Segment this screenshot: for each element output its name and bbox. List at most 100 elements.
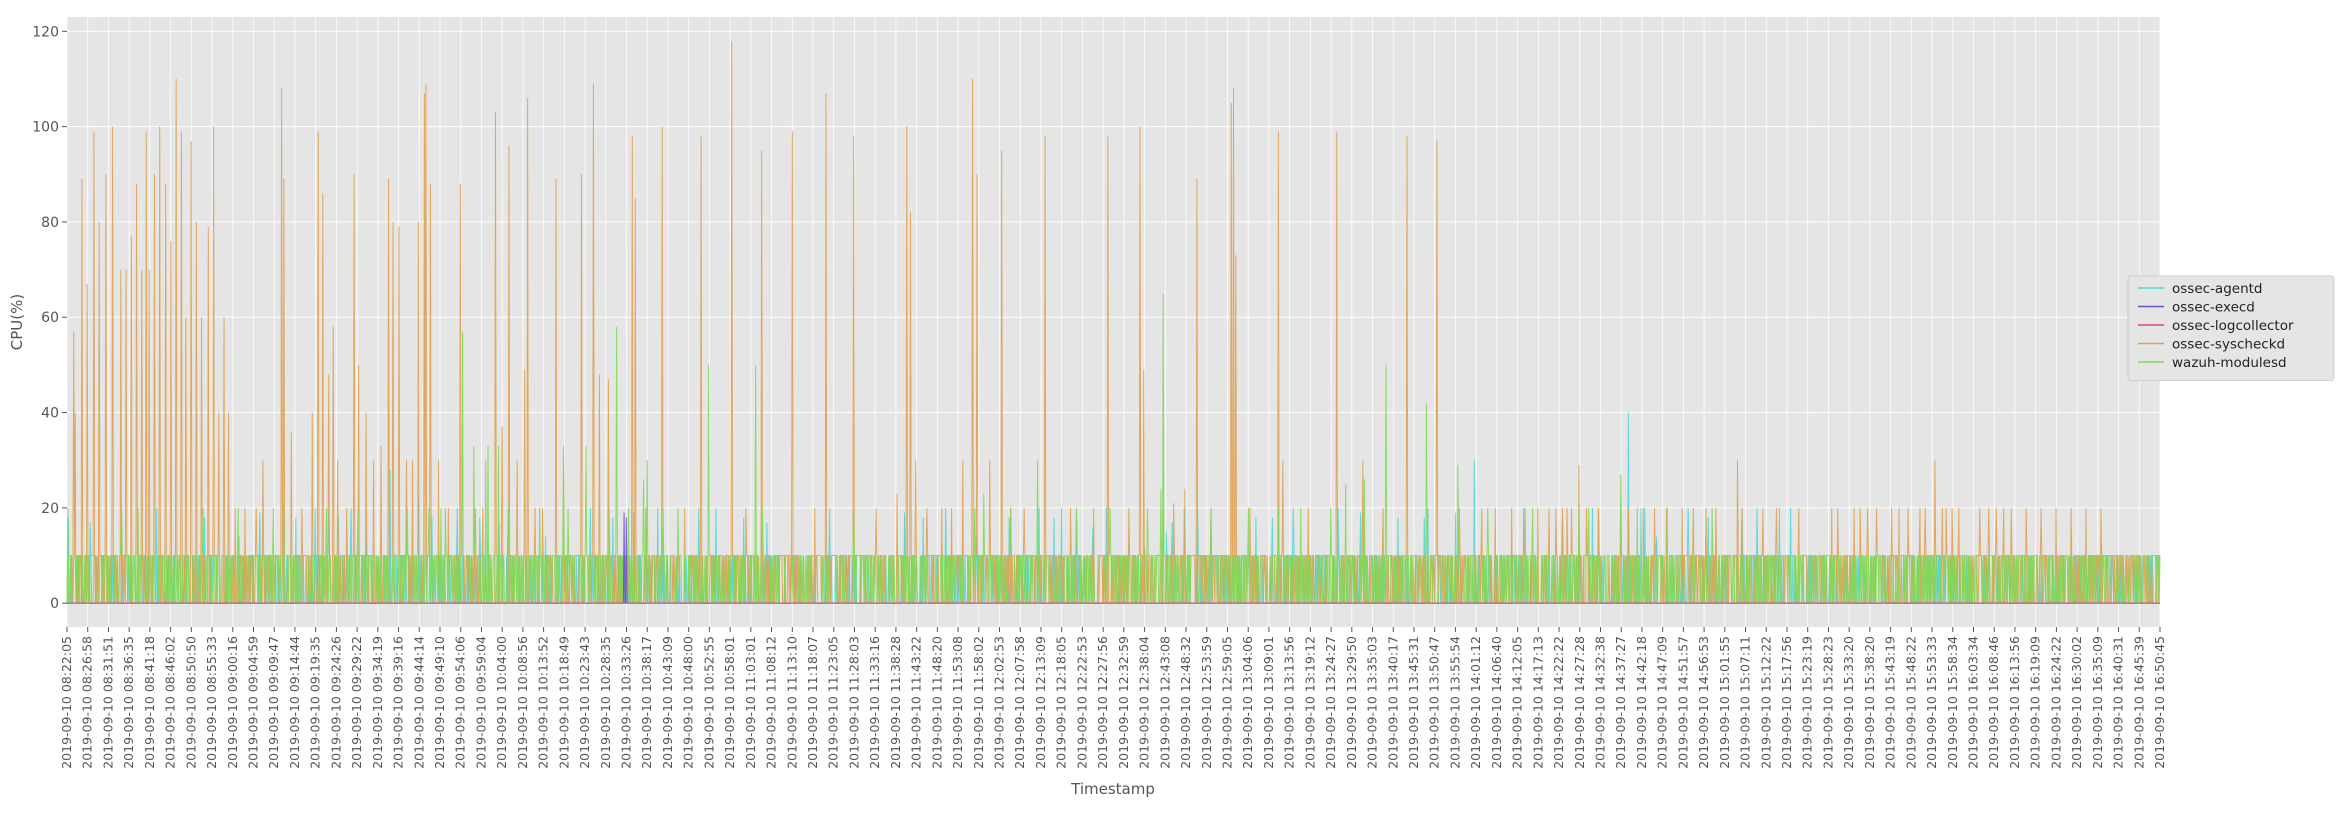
x-tick-label: 2019-09-10 16:03:34	[1965, 636, 1980, 769]
x-tick-label: 2019-09-10 10:48:00	[681, 636, 696, 769]
x-tick-label: 2019-09-10 10:04:00	[494, 636, 509, 769]
legend-label: ossec-execd	[2172, 300, 2255, 316]
x-tick-label: 2019-09-10 15:17:56	[1779, 636, 1794, 769]
x-tick-label: 2019-09-10 09:19:35	[308, 636, 323, 769]
x-tick-label: 2019-09-10 12:32:59	[1116, 636, 1131, 769]
x-tick-label: 2019-09-10 09:00:16	[225, 636, 240, 769]
legend-label: wazuh-modulesd	[2172, 355, 2287, 371]
x-tick-label: 2019-09-10 13:13:56	[1282, 636, 1297, 769]
x-tick-label: 2019-09-10 10:08:56	[515, 636, 530, 769]
x-tick-label: 2019-09-10 09:29:22	[349, 636, 364, 769]
x-tick-label: 2019-09-10 12:59:05	[1219, 636, 1234, 769]
x-axis-label: Timestamp	[1070, 780, 1155, 798]
x-tick-label: 2019-09-10 10:52:55	[701, 636, 716, 769]
x-tick-label: 2019-09-10 15:28:23	[1820, 636, 1835, 769]
x-tick-label: 2019-09-10 16:19:09	[2028, 636, 2043, 769]
x-tick-label: 2019-09-10 16:35:09	[2090, 636, 2105, 769]
x-tick-label: 2019-09-10 16:13:56	[2007, 636, 2022, 769]
x-tick-label: 2019-09-10 16:50:45	[2152, 636, 2167, 769]
series-layer	[66, 40, 2161, 604]
x-tick-label: 2019-09-10 11:28:03	[846, 636, 861, 769]
x-tick-label: 2019-09-10 12:07:58	[1012, 636, 1027, 769]
x-tick-label: 2019-09-10 12:22:53	[1074, 636, 1089, 769]
x-tick-label: 2019-09-10 16:08:46	[1986, 636, 2001, 769]
legend: ossec-agentd ossec-execd ossec-logcollecto…	[2127, 275, 2335, 381]
x-tick-label: 2019-09-10 12:18:05	[1054, 636, 1069, 769]
x-tick-label: 2019-09-10 08:31:51	[100, 636, 115, 769]
x-tick-label: 2019-09-10 13:19:12	[1302, 636, 1317, 769]
x-tick-label: 2019-09-10 10:43:09	[660, 636, 675, 769]
x-tick-label: 2019-09-10 15:43:19	[1883, 636, 1898, 769]
legend-label: ossec-agentd	[2172, 281, 2263, 297]
x-tick-label: 2019-09-10 13:55:54	[1447, 636, 1462, 769]
x-tick-label: 2019-09-10 09:49:10	[432, 636, 447, 769]
x-tick-label: 2019-09-10 11:38:28	[888, 636, 903, 769]
x-tick-label: 2019-09-10 15:33:20	[1841, 636, 1856, 769]
x-tick-label: 2019-09-10 15:12:22	[1758, 636, 1773, 769]
x-tick-label: 2019-09-10 13:45:31	[1406, 636, 1421, 769]
x-tick-label: 2019-09-10 13:50:47	[1427, 636, 1442, 769]
y-tick-label: 60	[41, 310, 59, 326]
x-tick-label: 2019-09-10 13:29:50	[1344, 636, 1359, 769]
x-tick-label: 2019-09-10 11:48:20	[929, 636, 944, 769]
x-tick-label: 2019-09-10 13:35:03	[1365, 636, 1380, 769]
x-tick-label: 2019-09-10 13:09:01	[1261, 636, 1276, 769]
x-tick-label: 2019-09-10 15:53:33	[1924, 636, 1939, 769]
x-tick-label: 2019-09-10 15:58:34	[1945, 636, 1960, 769]
x-tick-label: 2019-09-10 14:17:13	[1530, 636, 1545, 769]
x-tick-label: 2019-09-10 14:42:18	[1634, 636, 1649, 769]
x-tick-label: 2019-09-10 16:30:02	[2069, 636, 2084, 769]
x-tick-label: 2019-09-10 08:22:05	[59, 636, 74, 769]
x-tick-label: 2019-09-10 11:43:22	[909, 636, 924, 769]
x-tick-label: 2019-09-10 09:39:16	[391, 636, 406, 769]
x-tick-label: 2019-09-10 08:50:50	[183, 636, 198, 769]
x-tick-label: 2019-09-10 15:23:19	[1800, 636, 1815, 769]
x-tick-label: 2019-09-10 12:27:56	[1095, 636, 1110, 769]
x-tick-label: 2019-09-10 08:41:18	[142, 636, 157, 769]
x-tick-label: 2019-09-10 10:13:52	[536, 636, 551, 769]
y-axis: 0 20 40 60 80 100 120	[32, 24, 67, 612]
x-tick-label: 2019-09-10 09:44:14	[411, 636, 426, 769]
x-tick-label: 2019-09-10 10:38:17	[639, 636, 654, 769]
x-tick-label: 2019-09-10 10:28:35	[598, 636, 613, 769]
legend-label: ossec-logcollector	[2172, 318, 2294, 334]
y-axis-label: CPU(%)	[8, 294, 26, 350]
y-tick-label: 0	[50, 596, 59, 612]
x-axis: 2019-09-10 08:22:05 2019-09-10 08:26:58 20…	[59, 627, 2167, 769]
x-tick-label: 2019-09-10 08:46:02	[163, 636, 178, 769]
x-tick-label: 2019-09-10 11:03:01	[743, 636, 758, 769]
x-tick-label: 2019-09-10 15:38:20	[1862, 636, 1877, 769]
x-tick-label: 2019-09-10 12:02:53	[992, 636, 1007, 769]
x-tick-label: 2019-09-10 14:37:27	[1613, 636, 1628, 769]
x-tick-label: 2019-09-10 14:47:09	[1655, 636, 1670, 769]
legend-box	[2127, 275, 2335, 381]
y-tick-label: 80	[41, 215, 59, 231]
x-tick-label: 2019-09-10 13:40:17	[1385, 636, 1400, 769]
x-tick-label: 2019-09-10 13:04:06	[1240, 636, 1255, 769]
x-tick-label: 2019-09-10 11:18:07	[805, 636, 820, 769]
x-tick-label: 2019-09-10 12:53:59	[1199, 636, 1214, 769]
x-tick-label: 2019-09-10 10:18:49	[556, 636, 571, 769]
x-tick-label: 2019-09-10 09:54:06	[453, 636, 468, 769]
x-tick-label: 2019-09-10 11:33:16	[867, 636, 882, 769]
y-tick-label: 40	[41, 406, 59, 422]
x-tick-label: 2019-09-10 14:27:28	[1572, 636, 1587, 769]
x-tick-label: 2019-09-10 11:53:08	[950, 636, 965, 769]
y-tick-label: 20	[41, 501, 59, 517]
x-tick-label: 2019-09-10 15:01:55	[1717, 636, 1732, 769]
x-tick-label: 2019-09-10 14:06:40	[1489, 636, 1504, 769]
x-tick-label: 2019-09-10 11:58:02	[971, 636, 986, 769]
x-tick-label: 2019-09-10 11:13:10	[784, 636, 799, 769]
x-tick-label: 2019-09-10 08:55:33	[204, 636, 219, 769]
x-tick-label: 2019-09-10 11:23:05	[826, 636, 841, 769]
x-tick-label: 2019-09-10 10:33:26	[619, 636, 634, 769]
x-tick-label: 2019-09-10 09:24:26	[328, 636, 343, 769]
x-tick-label: 2019-09-10 12:43:08	[1157, 636, 1172, 769]
plot-background	[67, 17, 2160, 627]
x-tick-label: 2019-09-10 09:09:47	[266, 636, 281, 769]
x-tick-label: 2019-09-10 14:56:53	[1696, 636, 1711, 769]
y-tick-label: 100	[32, 120, 59, 136]
x-tick-label: 2019-09-10 08:26:58	[80, 636, 95, 769]
